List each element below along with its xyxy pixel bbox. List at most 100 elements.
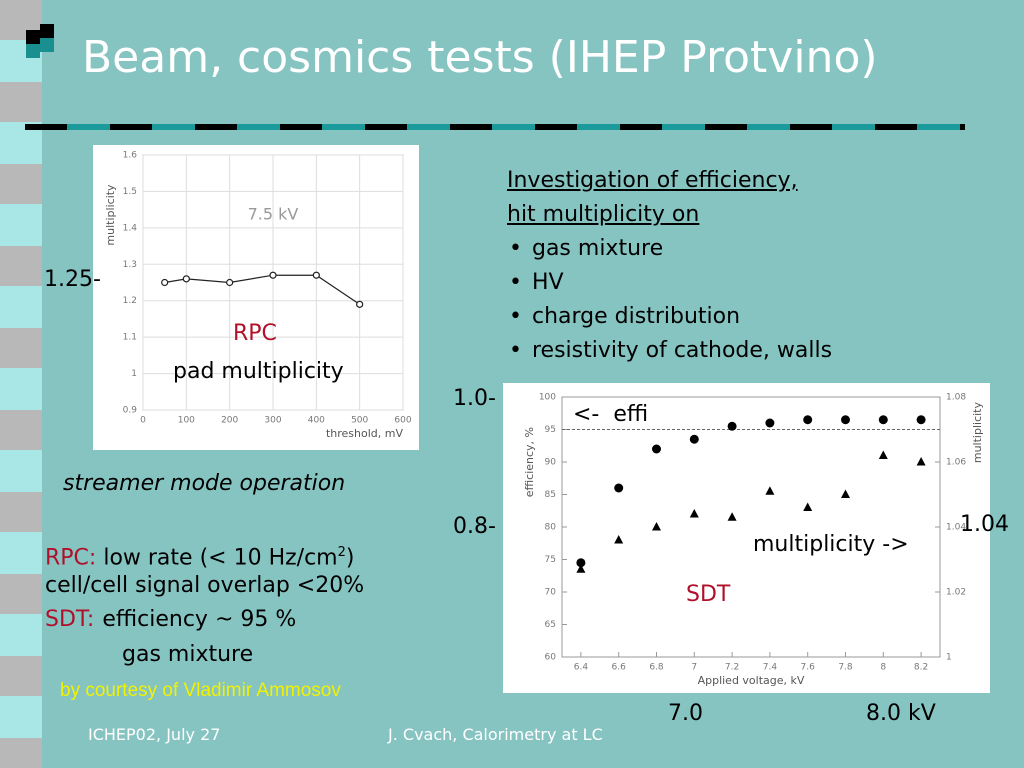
marker <box>226 278 234 287</box>
annotation: 7.0 <box>668 701 703 726</box>
chart: 60 65 70 75 80 85 90 95 100 6.4 6.6 6.8 7 7.2 7.4 7.6 7.… <box>523 393 984 688</box>
y-axis-label: efficiency, % <box>523 427 536 497</box>
marker <box>803 502 813 511</box>
marker <box>765 418 775 428</box>
annotation: multiplicity -> <box>753 532 909 557</box>
annotation: 8.0 kV <box>866 701 936 726</box>
line <box>164 274 361 305</box>
heading: Investigation of efficiency, <box>507 168 798 193</box>
label: RPC: <box>45 545 97 571</box>
y-tick-label: 1.6 <box>123 151 138 161</box>
x-tick-label: 8.2 <box>914 663 928 673</box>
note-line: RPC: low rate (< 10 Hz/cm2) <box>45 540 354 571</box>
note-line: SDT: efficiency ~ 95 % <box>45 607 296 633</box>
investigation: Investigation of efficiency, hit multipl… <box>507 164 832 368</box>
courtesy: by courtesy of Vladimir Ammosov <box>60 680 341 701</box>
annotation: 0.8- <box>453 514 496 539</box>
annotation: <- effi <box>573 402 649 427</box>
note-line: gas mixture <box>122 642 254 667</box>
annotation: 7.5 kV <box>248 205 299 224</box>
marker <box>803 415 813 425</box>
x-tick-label: 0 <box>140 416 146 426</box>
y-tick-label: 1.4 <box>123 223 138 233</box>
y-tick-label: 1 <box>131 369 137 379</box>
marker <box>652 522 661 531</box>
annotation: 1.04 <box>960 512 1009 537</box>
x-tick-label: 7.6 <box>801 663 816 673</box>
marker <box>652 444 661 454</box>
marker <box>356 300 364 308</box>
y2-tick-label: 1.02 <box>946 588 966 598</box>
marker <box>841 415 850 425</box>
text: efficiency ~ 95 % <box>102 607 297 632</box>
footer-left: ICHEP02, July 27 <box>88 725 221 744</box>
x-tick-label: 7 <box>691 663 697 673</box>
chart-box <box>503 383 990 693</box>
y2-tick-label: 1 <box>946 653 952 663</box>
y2-tick-label: 1.06 <box>946 458 966 468</box>
annotation: SDT <box>686 582 731 607</box>
marker <box>576 558 586 568</box>
note-line: cell/cell signal overlap <20% <box>45 573 365 598</box>
marker <box>727 512 737 521</box>
streamer-note: streamer mode operation <box>63 471 346 496</box>
text: ) <box>345 545 355 571</box>
bullet: gas mixture <box>507 232 832 266</box>
y-tick-label: 75 <box>545 555 556 565</box>
divider <box>25 124 965 130</box>
text: low rate (< 10 Hz/cm <box>103 545 338 571</box>
chart-box <box>93 145 419 450</box>
label: SDT: <box>45 607 95 632</box>
annotation: 1.25- <box>44 267 101 292</box>
x-tick-label: 400 <box>308 416 325 426</box>
marker <box>878 415 888 425</box>
marker <box>916 415 926 425</box>
y2-tick-label: 1.08 <box>946 393 966 403</box>
marker <box>689 434 699 444</box>
marker <box>727 421 737 431</box>
x-tick-label: 600 <box>394 416 411 426</box>
y2-axis-label: multiplicity <box>971 402 984 464</box>
annotation: RPC <box>233 321 277 346</box>
plot-frame <box>561 396 941 658</box>
marker <box>841 489 850 498</box>
marker <box>916 457 926 466</box>
footer-center: J. Cvach, Calorimetry at LC <box>388 725 603 744</box>
bullet: resistivity of cathode, walls <box>507 334 832 368</box>
marker <box>878 450 888 459</box>
sup: 2 <box>337 545 346 560</box>
x-tick-label: 8 <box>880 663 886 673</box>
bullet: charge distribution <box>507 300 832 334</box>
y-tick-label: 85 <box>545 490 556 500</box>
y-tick-label: 80 <box>545 523 557 533</box>
marker <box>269 271 277 279</box>
y-tick-label: 1.1 <box>123 333 137 343</box>
marker <box>576 564 586 573</box>
x-tick-label: 500 <box>351 416 368 426</box>
marker <box>614 483 624 493</box>
y-tick-label: 1.2 <box>123 296 137 306</box>
side-stripe <box>0 0 42 768</box>
annotation: 1.0- <box>453 386 496 411</box>
marker <box>765 486 775 495</box>
y-tick-label: 90 <box>545 458 557 468</box>
x-tick-label: 6.6 <box>612 663 627 673</box>
marker <box>614 535 624 544</box>
x-axis-label: threshold, mV <box>326 427 404 440</box>
marker <box>161 278 169 287</box>
x-tick-label: 300 <box>264 416 281 426</box>
marker <box>182 275 190 283</box>
y-tick-label: 65 <box>545 620 556 630</box>
heading: hit multiplicity on <box>507 202 700 227</box>
x-tick-label: 100 <box>178 416 195 426</box>
annotation: pad multiplicity <box>173 359 344 384</box>
marker <box>312 271 320 279</box>
y-tick-label: 95 <box>545 425 556 435</box>
y-axis-label: multiplicity <box>104 184 117 246</box>
y-tick-label: 1.5 <box>123 187 137 197</box>
y-tick-label: 100 <box>539 393 556 403</box>
y-tick-label: 0.9 <box>123 406 138 416</box>
marker <box>689 509 699 518</box>
x-tick-label: 6.8 <box>649 663 664 673</box>
